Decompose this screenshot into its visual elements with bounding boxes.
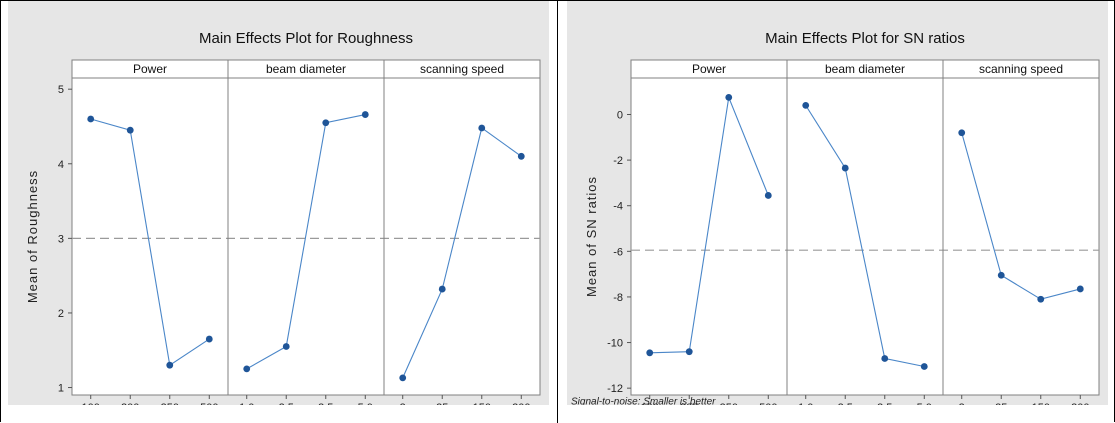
data-point: [646, 349, 654, 357]
x-tick-label: 25: [995, 402, 1007, 405]
y-axis-label: Mean of SN ratios: [584, 176, 599, 297]
x-tick-label: 3.5: [318, 402, 333, 405]
y-axis-label: Mean of Roughness: [25, 170, 40, 303]
chart-title: Main Effects Plot for Roughness: [199, 30, 413, 47]
x-tick-label: 100: [82, 402, 100, 405]
data-point: [920, 363, 928, 370]
chart-title: Main Effects Plot for SN ratios: [765, 30, 965, 47]
series-line: [402, 127, 522, 379]
panel-header-label: scanning speed: [979, 62, 1063, 76]
x-tick-label: 200: [121, 402, 139, 405]
data-point: [764, 192, 772, 199]
data-point: [243, 365, 251, 373]
data-point: [87, 115, 95, 123]
data-point: [802, 101, 810, 109]
data-point: [1076, 285, 1084, 293]
data-point: [725, 93, 733, 101]
series-line: [246, 114, 366, 370]
data-point: [126, 126, 134, 134]
data-point: [166, 361, 174, 369]
x-tick-label: 350: [720, 402, 738, 405]
y-tick-label: -2: [613, 155, 623, 167]
x-tick-label: 1.0: [239, 402, 254, 405]
y-tick-label: 1: [58, 383, 64, 395]
data-point: [881, 355, 889, 362]
y-tick-label: 0: [617, 109, 623, 121]
data-point: [361, 111, 369, 118]
y-tick-label: 2: [58, 308, 64, 320]
data-point: [517, 152, 525, 160]
series-line: [961, 132, 1081, 300]
data-point: [282, 343, 290, 350]
x-tick-label: 200: [512, 402, 530, 405]
plot-area: [630, 59, 1100, 396]
x-tick-label: 3.5: [877, 402, 892, 405]
x-tick-label: 150: [473, 402, 491, 405]
x-tick-label: 5.0: [917, 402, 932, 405]
data-point: [322, 119, 330, 127]
data-point: [1037, 295, 1045, 303]
x-tick-label: 500: [200, 402, 218, 405]
x-tick-label: 3: [959, 402, 965, 405]
data-point: [399, 374, 407, 382]
data-point: [997, 271, 1005, 279]
x-tick-label: 2.5: [279, 402, 294, 405]
y-tick-label: 4: [58, 159, 64, 171]
x-tick-label: 150: [1032, 402, 1050, 405]
panel-header-label: Power: [133, 62, 167, 76]
x-tick-label: 5.0: [358, 402, 373, 405]
data-point: [438, 285, 446, 293]
y-tick-label: -8: [613, 292, 623, 304]
sn-ratios-main-effects-chart: Main Effects Plot for SN ratios 0 -2 -4 -6 -8…: [567, 1, 1108, 405]
series-line: [649, 95, 769, 354]
x-tick-label: 3: [400, 402, 406, 405]
panel-header-label: Power: [692, 62, 726, 76]
x-tick-label: 200: [1071, 402, 1089, 405]
y-tick-label: 5: [58, 84, 64, 96]
x-tick-label: 350: [161, 402, 179, 405]
table-divider: [557, 0, 558, 423]
x-tick-label: 100: [641, 402, 659, 405]
y-tick-label: -6: [613, 246, 623, 258]
x-tick-label: 25: [436, 402, 448, 405]
series-line: [90, 118, 210, 367]
panel-header-label: scanning speed: [420, 62, 504, 76]
x-tick-label: 200: [680, 402, 698, 405]
x-tick-label: 500: [759, 402, 777, 405]
y-tick-label: -10: [607, 338, 623, 350]
data-point: [205, 335, 213, 343]
x-tick-label: 1.0: [798, 402, 813, 405]
footnote: Signal-to-noise: Smaller is better: [571, 397, 716, 406]
data-point: [478, 124, 486, 132]
y-tick-label: -12: [607, 383, 623, 395]
panel-header-label: beam diameter: [825, 62, 905, 76]
series-line: [805, 105, 925, 368]
roughness-main-effects-chart: Main Effects Plot for Roughness 1 2 3 4 5 Mean…: [8, 1, 549, 405]
x-tick-label: 2.5: [838, 402, 853, 405]
data-point: [685, 348, 693, 356]
data-point: [958, 129, 966, 137]
plot-area: [71, 59, 541, 396]
data-point: [841, 164, 849, 172]
panel-header-label: beam diameter: [266, 62, 346, 76]
y-tick-label: -4: [613, 201, 623, 213]
y-tick-label: 3: [58, 233, 64, 245]
